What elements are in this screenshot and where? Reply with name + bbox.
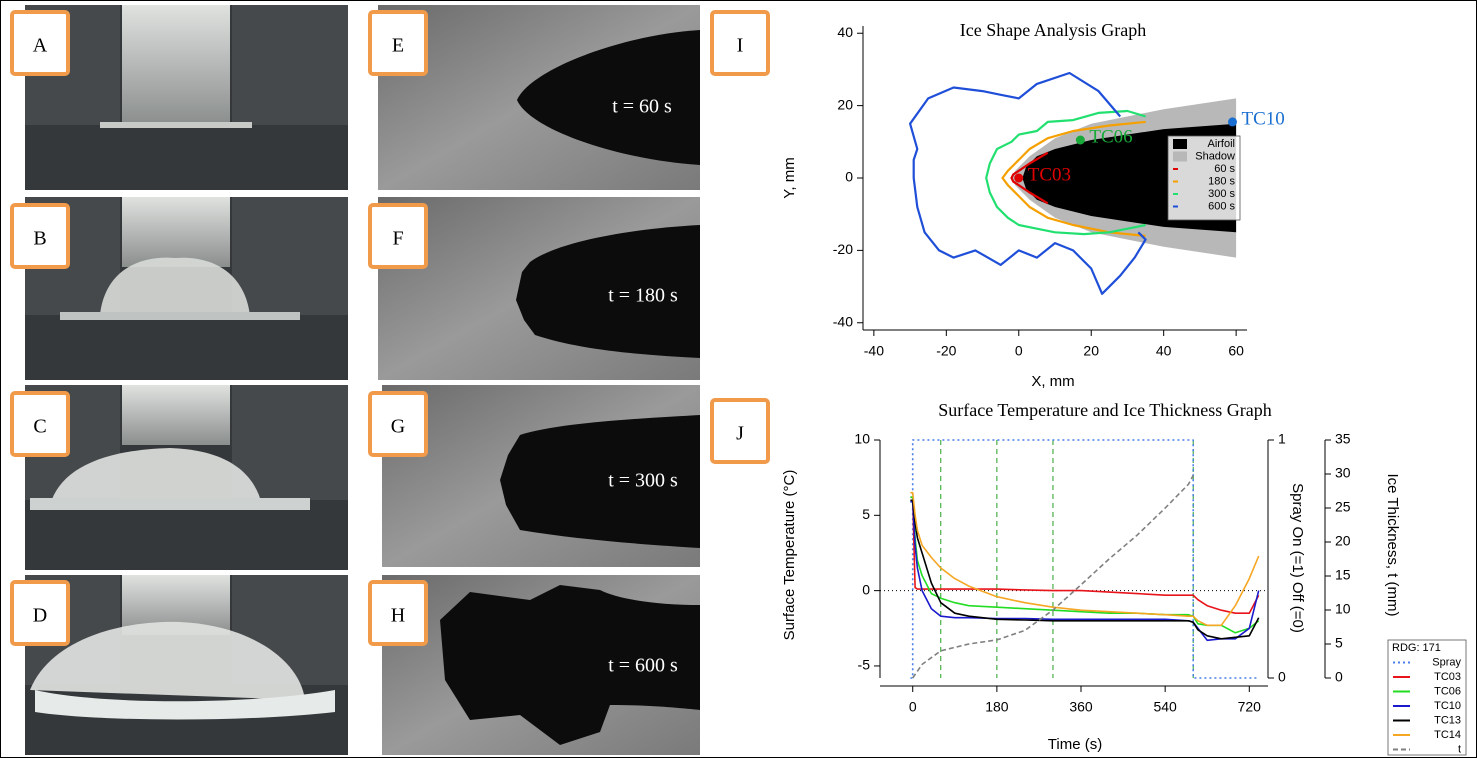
y-tick-label: 0: [862, 581, 870, 597]
y-tick-label: 5: [862, 506, 870, 522]
x-tick-label: 720: [1238, 699, 1262, 715]
panel-box: [710, 10, 770, 76]
y3-tick-label: 30: [1335, 465, 1351, 481]
legend-label: 60 s: [1214, 163, 1235, 175]
x-tick-label: 360: [1069, 699, 1093, 715]
y3-tick-label: 10: [1335, 601, 1351, 617]
line: [1001, 120, 1146, 237]
panel-label: D: [33, 605, 47, 627]
photo-caption: t = 300 s: [608, 470, 678, 492]
x-tick-label: -20: [936, 343, 956, 359]
legend-label: TC10: [1434, 700, 1461, 712]
legend-label: Airfoil: [1207, 138, 1235, 150]
x-tick-label: 0: [909, 699, 917, 715]
y3-tick-label: 25: [1335, 499, 1351, 515]
photo-b: [25, 197, 348, 380]
panel-label: E: [392, 35, 404, 57]
photo-g: [382, 385, 700, 567]
panel-label: J: [736, 423, 744, 445]
line: [910, 491, 1260, 627]
panel-labels: A B C D E F G H: [10, 10, 428, 646]
legend-label: t: [1458, 743, 1461, 755]
point: [1075, 135, 1085, 145]
point: [1014, 173, 1024, 183]
line: [910, 499, 1260, 640]
legend-swatch: [1173, 151, 1187, 162]
y-tick-label: 10: [854, 431, 870, 447]
legend-label: Spray: [1432, 656, 1461, 668]
legend-label: 180 s: [1208, 175, 1235, 187]
photo-f: [378, 197, 700, 380]
x-tick-label: 540: [1153, 699, 1177, 715]
chart-title: Surface Temperature and Ice Thickness Gr…: [938, 400, 1271, 420]
y-tick-label: -40: [833, 313, 853, 329]
panel-label: B: [33, 228, 46, 250]
y2-axis-label: Spray On (=1) Off (=0): [1289, 483, 1306, 633]
legend-label: TC13: [1434, 714, 1461, 726]
point: [1228, 117, 1238, 127]
legend-label: Shadow: [1195, 150, 1235, 162]
line: [985, 109, 1146, 236]
panel-label: I: [737, 35, 744, 57]
panel-label: A: [33, 35, 48, 57]
panel-label: H: [391, 605, 405, 627]
panel-label: G: [391, 416, 405, 438]
legend-swatch: [1173, 139, 1187, 149]
y3-tick-label: 20: [1335, 533, 1351, 549]
x-axis-label: Time (s): [1048, 736, 1102, 753]
y-tick-label: -20: [833, 241, 853, 257]
x-tick-label: -40: [864, 343, 884, 359]
y3-tick-label: 0: [1335, 669, 1343, 685]
panel-label: C: [33, 416, 46, 438]
legend-label: 300 s: [1208, 188, 1235, 200]
photo-h: [382, 575, 700, 755]
x-tick-label: 180: [985, 699, 1009, 715]
photo-caption: t = 600 s: [608, 655, 678, 677]
x-axis-label: X, mm: [1031, 373, 1074, 390]
panel-label: F: [392, 228, 403, 250]
photo-a: [25, 5, 348, 190]
legend-label: 600 s: [1208, 200, 1235, 212]
photo-c: [25, 385, 348, 570]
photo-d: [25, 575, 348, 755]
legend-box: [1167, 135, 1241, 221]
y-axis-label: Surface Temperature (°C): [781, 470, 798, 641]
y-tick-label: 40: [837, 24, 853, 40]
photo-caption: t = 60 s: [612, 96, 672, 118]
photo-e: [378, 5, 700, 190]
x-tick-label: 0: [1015, 343, 1023, 359]
point-label: TC10: [1242, 108, 1285, 129]
y-axis-label: Y, mm: [781, 157, 798, 198]
y2-tick-label: 0: [1278, 669, 1286, 685]
x-tick-label: 20: [1083, 343, 1099, 359]
line: [909, 71, 1147, 295]
legend-label: TC14: [1434, 729, 1461, 741]
y3-axis-label: Ice Thickness, t (mm): [1384, 473, 1401, 616]
chart-title: Ice Shape Analysis Graph: [960, 20, 1146, 40]
point-label: TC03: [1028, 164, 1071, 185]
x-tick-label: 60: [1228, 343, 1244, 359]
y-tick-label: -5: [858, 657, 871, 673]
y3-tick-label: 15: [1335, 567, 1351, 583]
line: [910, 439, 1259, 679]
panel-box: [710, 398, 770, 464]
y-tick-label: 0: [845, 169, 853, 185]
legend-title: RDG: 171: [1392, 642, 1441, 654]
y2-tick-label: 1: [1278, 431, 1286, 447]
point-label: TC06: [1089, 126, 1132, 147]
y3-tick-label: 35: [1335, 431, 1351, 447]
y3-tick-label: 5: [1335, 635, 1343, 651]
photo-caption: t = 180 s: [608, 285, 678, 307]
line: [910, 501, 1260, 642]
y-tick-label: 20: [837, 96, 853, 112]
legend-label: TC03: [1434, 671, 1461, 683]
line: [1010, 151, 1049, 205]
legend-label: TC06: [1434, 685, 1461, 697]
line: [912, 475, 1194, 679]
x-tick-label: 40: [1156, 343, 1172, 359]
